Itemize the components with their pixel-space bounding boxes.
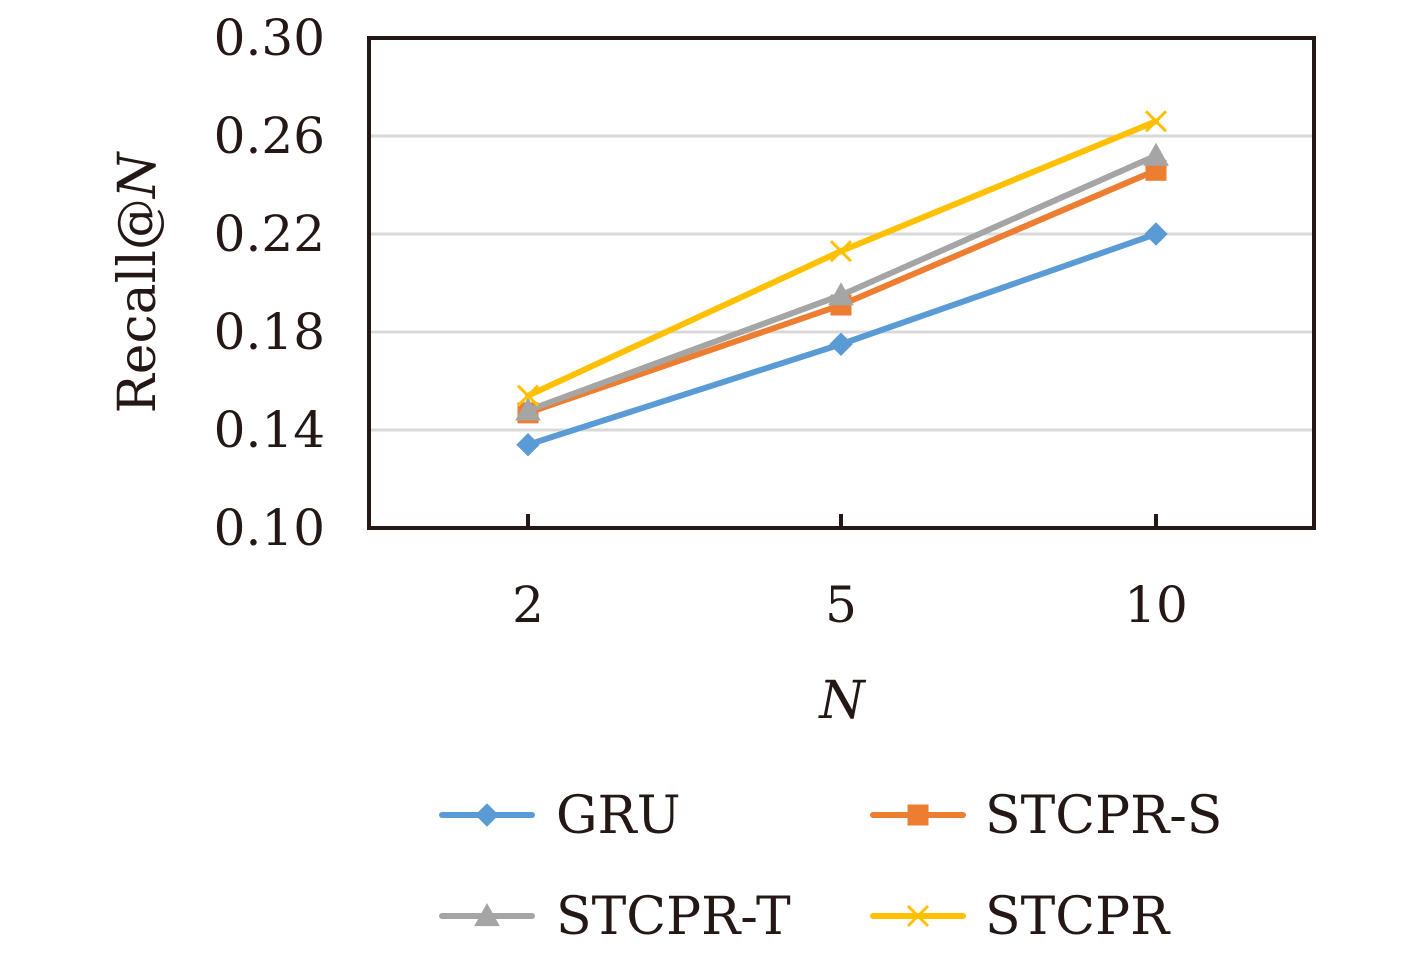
data-point xyxy=(1144,222,1168,246)
legend-label: STCPR-T xyxy=(556,887,791,947)
legend-marker xyxy=(907,804,929,826)
y-axis-title-prefix: Recall@ xyxy=(108,198,168,413)
legend-label: STCPR-S xyxy=(985,786,1222,846)
legend-marker xyxy=(474,902,500,927)
y-tick-label: 0.10 xyxy=(214,499,325,557)
legend-marker xyxy=(906,904,930,928)
data-point xyxy=(515,397,541,421)
data-point xyxy=(516,384,540,407)
series-line xyxy=(525,152,1159,414)
data-point xyxy=(828,282,854,306)
series-stcpr-t xyxy=(515,142,1169,421)
data-point xyxy=(516,432,540,457)
legend-label: GRU xyxy=(556,786,681,846)
data-point xyxy=(1144,110,1168,133)
y-tick-label: 0.22 xyxy=(214,205,325,263)
plot-frame xyxy=(367,36,1316,530)
data-point xyxy=(829,240,853,263)
y-tick-label: 0.26 xyxy=(214,107,325,165)
y-axis-ticks: 0.10 0.14 0.18 0.22 0.26 0.30 xyxy=(214,9,325,557)
legend-item: STCPR xyxy=(870,887,1171,947)
x-axis-ticks: 2 5 10 xyxy=(512,514,1188,634)
legend-item: GRU xyxy=(439,786,681,846)
x-tick-label: 5 xyxy=(825,576,857,634)
legend-marker xyxy=(475,803,499,827)
legend-item: STCPR-S xyxy=(870,786,1222,846)
x-tick-label: 10 xyxy=(1124,576,1188,634)
series-gru xyxy=(516,222,1168,457)
y-tick-label: 0.14 xyxy=(214,401,325,459)
data-point xyxy=(1143,142,1169,166)
x-tick-label: 2 xyxy=(512,576,544,634)
series-stcpr xyxy=(516,110,1168,407)
y-tick-label: 0.18 xyxy=(214,303,325,361)
y-axis-title-italic: N xyxy=(108,151,168,200)
series-lines xyxy=(515,110,1169,457)
grid-lines xyxy=(369,134,1314,432)
y-tick-label: 0.30 xyxy=(214,9,325,67)
legend: GRU STCPR-S STCPR-T STCPR xyxy=(439,786,1222,947)
legend-label: STCPR xyxy=(985,887,1171,947)
x-axis-title: N xyxy=(817,671,866,731)
legend-item: STCPR-T xyxy=(439,887,791,947)
y-axis-title: Recall@N xyxy=(108,151,168,413)
data-point xyxy=(829,332,853,356)
